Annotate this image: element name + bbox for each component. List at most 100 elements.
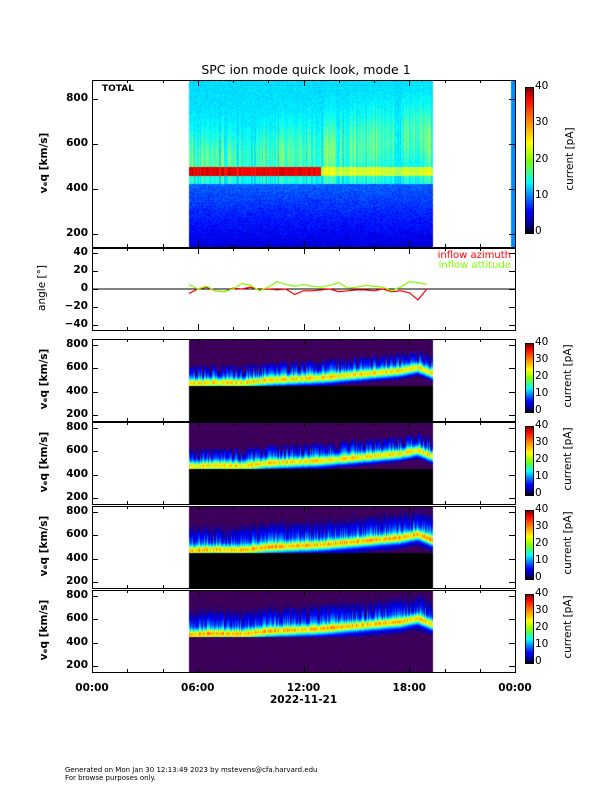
velocity-axis-tick (92, 344, 98, 346)
velocity-axis-tick (92, 451, 98, 453)
colorbar (525, 87, 534, 234)
panel-xtick (515, 415, 516, 421)
panel-xtick (338, 669, 340, 672)
angle-axis-tick-right (509, 270, 515, 272)
velocity-axis-tick-right (509, 511, 515, 513)
panel-xtick-top (197, 422, 199, 428)
velocity-axis-tick-label: 800 (66, 588, 88, 601)
panel-xtick-top (479, 506, 481, 509)
panel-xtick-top (409, 80, 411, 86)
spectrogram-a-sensor (92, 339, 515, 421)
panel-xtick-top (479, 590, 481, 593)
angle-panel-xtick (444, 327, 446, 330)
x-tick-label: 12:00 (286, 682, 321, 694)
colorbar-tick-label: 0 (535, 404, 542, 416)
panel-xtick (127, 585, 129, 588)
panel-xtick-top (338, 422, 340, 425)
colorbar-tick-label: 30 (535, 520, 549, 532)
panel-xtick-top (338, 80, 340, 83)
velocity-axis-tick-right (509, 619, 515, 621)
panel-xtick-top (127, 506, 129, 509)
velocity-axis-tick (92, 233, 98, 235)
panel-xtick (515, 241, 516, 247)
angle-panel-xtick (268, 327, 270, 330)
panel-xtick-top (515, 80, 516, 86)
angle-panel-xtick-top (374, 248, 375, 251)
x-tick-label: 06:00 (181, 682, 215, 694)
panel-xtick-top (233, 506, 234, 509)
panel-xtick-top (444, 590, 446, 593)
panel-xtick (303, 415, 305, 421)
panel-xtick-top (409, 339, 411, 345)
panel-xtick (268, 244, 270, 247)
panel-xtick-top (303, 80, 305, 86)
colorbar-tick-label: 10 (535, 188, 549, 201)
velocity-axis-tick-right (509, 233, 515, 235)
panel-xtick-top (268, 506, 270, 509)
footer-browse-note: For browse purposes only. (65, 774, 156, 782)
velocity-axis-tick-right (509, 344, 515, 346)
panel-xtick-top (374, 339, 375, 342)
panel-xtick (444, 418, 446, 421)
velocity-axis-tick-label: 600 (66, 528, 88, 541)
panel-xtick (409, 666, 411, 672)
angle-panel-xtick-top (127, 248, 129, 251)
legend-entry: inflow azimuth (437, 250, 511, 261)
panel-xtick (374, 585, 375, 588)
panel-xtick-top (479, 422, 481, 425)
panel-xtick-top (233, 422, 234, 425)
panel-xtick (479, 669, 481, 672)
angle-axis-tick (92, 252, 98, 254)
velocity-axis-tick-label: 800 (66, 92, 88, 105)
panel-xtick-top (374, 506, 375, 509)
panel-xtick (374, 669, 375, 672)
angle-panel-xtick (197, 324, 199, 330)
velocity-axis-tick (92, 368, 98, 370)
panel-xtick-top (303, 339, 305, 345)
panel-xtick-top (127, 80, 129, 83)
velocity-axis-tick-label: 400 (66, 551, 88, 564)
angle-panel-xtick (338, 327, 340, 330)
panel-xtick (479, 585, 481, 588)
angle-axis-tick-label: −20 (64, 300, 88, 313)
panel-xtick (444, 585, 446, 588)
angle-axis-tick-label: 20 (73, 263, 88, 276)
colorbar-tick-label: 20 (535, 537, 549, 549)
panel-xtick-top (515, 339, 516, 345)
angle-axis-tick-right (509, 325, 515, 327)
colorbar-tick-label: 0 (535, 655, 542, 667)
angle-panel-xtick-top (479, 248, 481, 251)
panel-xtick-top (374, 80, 375, 83)
velocity-axis-tick-label: 600 (66, 444, 88, 457)
velocity-axis-tick (92, 415, 98, 417)
spectrogram-c-sensor (92, 506, 515, 588)
panel-xtick-top (303, 422, 305, 428)
panel-xtick (338, 418, 340, 421)
panel-xtick-top (92, 80, 93, 86)
velocity-axis-tick-right (509, 535, 515, 537)
panel-xtick-top (444, 506, 446, 509)
panel-xtick (515, 582, 516, 588)
angle-axis-tick-label: −40 (64, 318, 88, 331)
velocity-axis-tick-right (509, 595, 515, 597)
angle-panel-xtick-top (197, 248, 199, 254)
series-inflow-attitude (188, 281, 427, 293)
velocity-axis-tick-right (509, 415, 515, 417)
panel-xtick (162, 585, 164, 588)
angle-panel-xtick (233, 327, 234, 330)
velocity-axis-tick-right (509, 391, 515, 393)
footer: Generated on Mon Jan 30 12:13:49 2023 by… (65, 766, 317, 782)
velocity-axis-tick-right (509, 474, 515, 476)
panel-xtick (127, 501, 129, 504)
panel-xtick (479, 501, 481, 504)
velocity-axis-tick (92, 498, 98, 500)
velocity-axis-tick (92, 188, 98, 190)
panel-xtick (409, 582, 411, 588)
panel-label: B sensor (102, 426, 146, 436)
panel-xtick (162, 244, 164, 247)
panel-xtick (268, 501, 270, 504)
velocity-axis-tick (92, 582, 98, 584)
colorbar (525, 343, 534, 413)
panel-xtick-top (197, 506, 199, 512)
panel-xtick-top (233, 339, 234, 342)
